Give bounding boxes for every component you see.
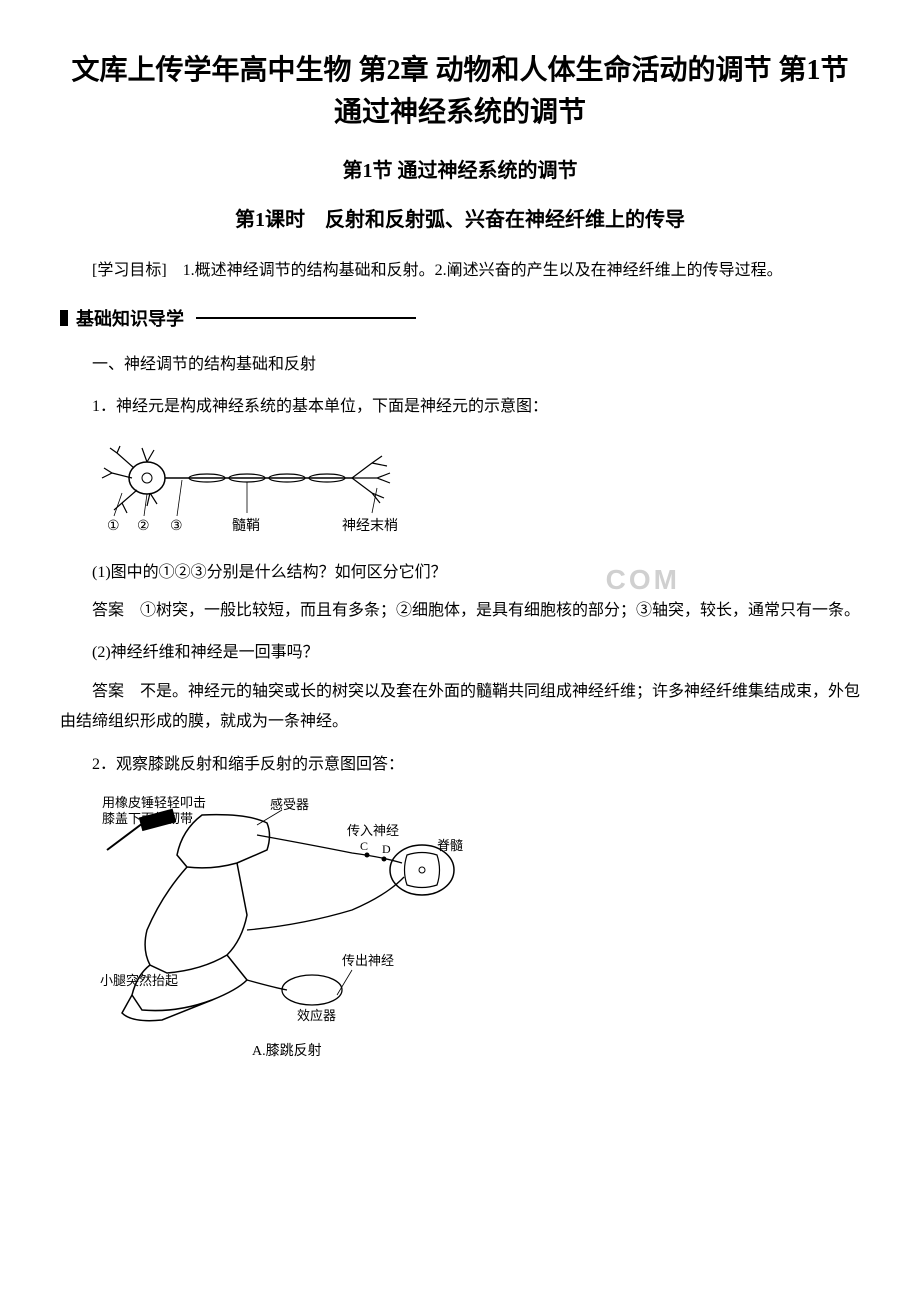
neuron-label-terminal: 神经末梢 [342, 518, 398, 534]
question-1: (1)图中的①②③分别是什么结构？如何区分它们？ COM [60, 558, 860, 588]
neuron-label-myelin: 髓鞘 [232, 518, 260, 534]
answer-1: 答案 ①树突，一般比较短，而且有多条；②细胞体，是具有细胞核的部分；③轴突，较长… [60, 596, 860, 626]
answer-2: 答案 不是。神经元的轴突或长的树突以及套在外面的髓鞘共同组成神经纤维；许多神经纤… [60, 677, 860, 738]
knee-label-effector: 效应器 [297, 1008, 336, 1023]
knee-label-afferent: 传入神经 [347, 823, 399, 838]
knee-caption: A.膝跳反射 [252, 1043, 322, 1059]
point-1: 1．神经元是构成神经系统的基本单位，下面是神经元的示意图： [60, 392, 860, 422]
section-line-icon [196, 317, 416, 319]
section-marker-icon [60, 310, 68, 326]
knee-reflex-figure: 用橡皮锤轻轻叩击 膝盖下面的韧带 感受器 传入神经 C D 脊髓 小腿突然抬起 … [92, 795, 860, 1080]
lesson-title: 第1课时 反射和反射弧、兴奋在神经纤维上的传导 [60, 203, 860, 232]
neuron-label-2: ② [137, 519, 150, 534]
neuron-label-3: ③ [170, 519, 183, 534]
neuron-figure: ① ② ③ 髓鞘 神经末梢 [92, 438, 860, 543]
knee-label-d: D [382, 842, 391, 856]
knee-label-ligament: 膝盖下面的韧带 [102, 811, 193, 826]
question-1-text: (1)图中的①②③分别是什么结构？如何区分它们？ [92, 564, 447, 581]
heading-1: 一、神经调节的结构基础和反射 [60, 350, 860, 380]
knee-label-leg: 小腿突然抬起 [100, 973, 178, 988]
neuron-label-1: ① [107, 519, 120, 534]
section-title: 基础知识导学 [76, 305, 184, 331]
knee-label-spinal: 脊髓 [437, 838, 463, 853]
point-2: 2．观察膝跳反射和缩手反射的示意图回答： [60, 750, 860, 780]
knee-label-c: C [360, 839, 368, 853]
document-title: 文库上传学年高中生物 第2章 动物和人体生命活动的调节 第1节 通过神经系统的调… [60, 50, 860, 134]
learning-objectives: [学习目标] 1.概述神经调节的结构基础和反射。2.阐述兴奋的产生以及在神经纤维… [60, 257, 860, 286]
document-subtitle: 第1节 通过神经系统的调节 [60, 154, 860, 183]
section-header: 基础知识导学 [60, 306, 860, 330]
knee-label-receptor: 感受器 [270, 797, 309, 812]
knee-label-hammer: 用橡皮锤轻轻叩击 [102, 795, 206, 810]
question-2: (2)神经纤维和神经是一回事吗？ [60, 638, 860, 668]
knee-label-efferent: 传出神经 [342, 953, 394, 968]
